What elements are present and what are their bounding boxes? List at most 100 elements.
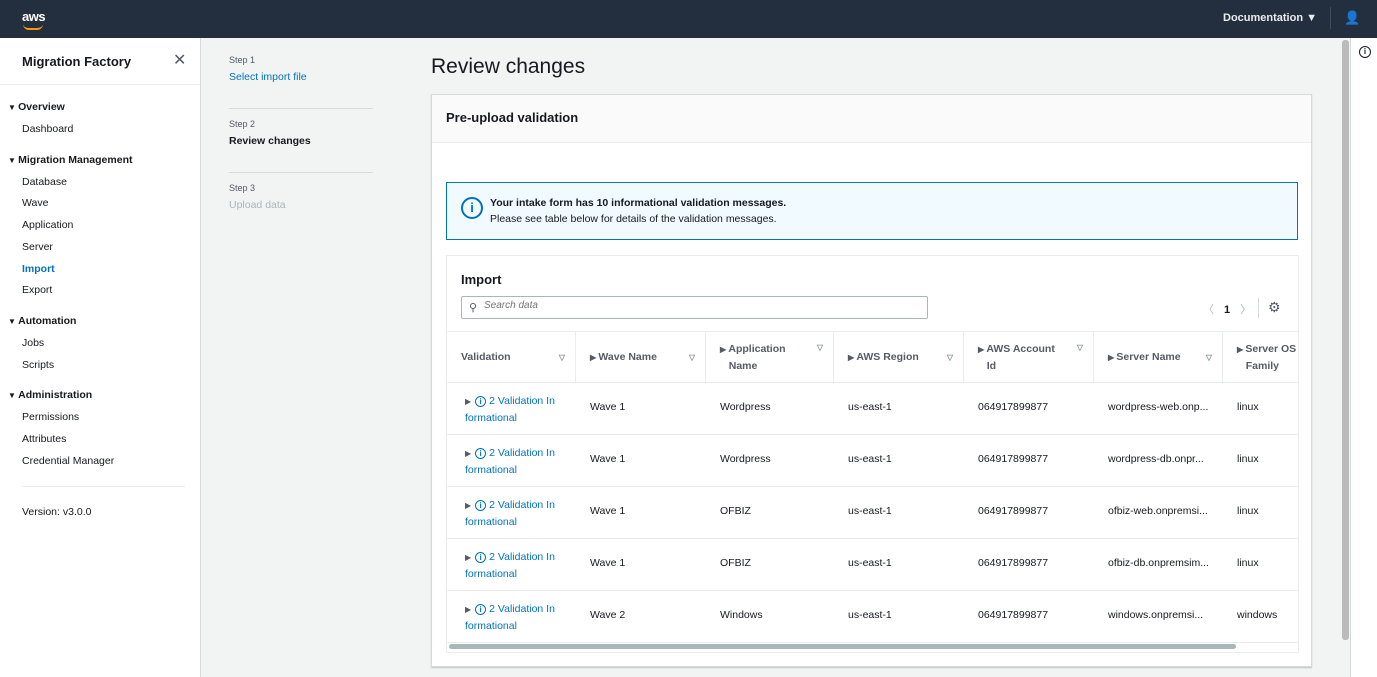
validation-link[interactable]: ▶ i 2 Validation In formational: [465, 393, 555, 426]
nav-section[interactable]: Automation: [8, 315, 76, 327]
expand-icon[interactable]: ▶: [465, 397, 472, 406]
step-label-disabled: Upload data: [229, 199, 286, 211]
sort-icon[interactable]: ▽: [1076, 343, 1083, 352]
next-page-icon[interactable]: 〉: [1240, 304, 1252, 316]
validation-link[interactable]: ▶ i 2 Validation In formational: [465, 445, 555, 478]
close-icon[interactable]: ✕: [173, 52, 187, 69]
nav-section[interactable]: Overview: [8, 101, 65, 113]
page-number[interactable]: 1: [1224, 304, 1231, 316]
nav-section[interactable]: Administration: [8, 389, 92, 401]
step-label-current: Review changes: [229, 135, 311, 147]
expand-icon[interactable]: ▶: [465, 449, 472, 458]
table-cell: linux: [1237, 505, 1259, 517]
sidebar-item-wave[interactable]: Wave: [22, 197, 49, 210]
column-header[interactable]: ▶ Server OS Family: [1223, 332, 1298, 382]
table-cell: ofbiz-web.onpremsi...: [1108, 505, 1208, 517]
validation-text[interactable]: 2 Validation In formational: [465, 499, 555, 528]
nav-section[interactable]: Migration Management: [8, 154, 132, 166]
user-icon[interactable]: 👤: [1344, 10, 1361, 25]
info-icon: i: [461, 197, 483, 219]
table-row: ▶ i 2 Validation In formational Wave 1 OFBIZ u…: [447, 487, 1298, 539]
horizontal-scrollbar[interactable]: [449, 644, 1236, 649]
table-cell: windows.onpremsi...: [1108, 609, 1204, 621]
sidebar: Migration Factory ✕ Overview Dashboard Mig…: [0, 38, 201, 677]
table-cell: Windows: [720, 609, 763, 621]
column-header[interactable]: ▶ Wave Name ▽: [576, 332, 706, 382]
step-number: Step 1: [229, 55, 256, 65]
validation-text[interactable]: 2 Validation In formational: [465, 395, 555, 424]
sort-icon[interactable]: ▽: [816, 343, 823, 352]
step-number: Step 2: [229, 119, 256, 129]
info-icon: i: [475, 604, 487, 615]
column-label: ▶ AWS Account Id: [978, 342, 1055, 372]
sidebar-item-database[interactable]: Database: [22, 175, 67, 188]
column-header[interactable]: ▶ Application Name ▽: [706, 332, 834, 382]
sort-icon[interactable]: ▽: [1205, 353, 1212, 362]
sidebar-item-scripts[interactable]: Scripts: [22, 358, 55, 371]
table-cell: us-east-1: [848, 453, 892, 465]
table-row: ▶ i 2 Validation In formational Wave 1 OFBIZ u…: [447, 539, 1298, 591]
prev-page-icon[interactable]: 〈: [1203, 304, 1214, 316]
pre-upload-validation-container: Pre-upload validation i Your intake form…: [431, 94, 1312, 667]
sidebar-item-permissions[interactable]: Permissions: [22, 411, 80, 424]
expand-icon[interactable]: ▶: [465, 605, 472, 614]
sidebar-item-import[interactable]: Import: [22, 262, 55, 275]
validation-link[interactable]: ▶ i 2 Validation In formational: [465, 601, 555, 634]
version: Version: v3.0.0: [22, 506, 92, 518]
column-header[interactable]: ▶ AWS Account Id ▽: [964, 332, 1094, 382]
alert-body: Please see table below for details of th…: [490, 213, 777, 225]
table-cell: us-east-1: [848, 557, 892, 569]
search-box[interactable]: ⚲: [461, 296, 928, 319]
table-cell: 064917899877: [978, 453, 1049, 465]
column-header[interactable]: Validation ▽: [447, 332, 576, 382]
validation-link[interactable]: ▶ i 2 Validation In formational: [465, 497, 555, 530]
column-header[interactable]: ▶ AWS Region ▽: [834, 332, 964, 382]
expand-icon[interactable]: ▶: [465, 501, 472, 510]
column-header[interactable]: ▶ Server Name ▽: [1094, 332, 1223, 382]
info-icon[interactable]: i: [1359, 46, 1371, 58]
alert-title: Your intake form has 10 informational va…: [490, 197, 787, 209]
expand-icon[interactable]: ▶: [465, 553, 472, 562]
table-title: Import: [461, 272, 502, 287]
divider: [0, 84, 200, 85]
column-label: ▶ Server OS Family: [1237, 342, 1297, 372]
sidebar-item-jobs[interactable]: Jobs: [22, 336, 45, 349]
validation-text[interactable]: 2 Validation In formational: [465, 603, 555, 632]
sidebar-item-application[interactable]: Application: [22, 219, 74, 232]
divider: [1258, 298, 1259, 318]
table-header: Validation ▽ ▶ Wave Name ▽ ▶ Application Nam…: [447, 331, 1298, 383]
search-icon: ⚲: [469, 302, 478, 314]
sort-icon[interactable]: ▽: [558, 353, 565, 362]
sidebar-item-export[interactable]: Export: [22, 284, 53, 297]
aws-logo[interactable]: aws: [22, 9, 46, 30]
table-cell: OFBIZ: [720, 557, 751, 569]
sidebar-item-attributes[interactable]: Attributes: [22, 433, 67, 445]
validation-text[interactable]: 2 Validation In formational: [465, 551, 555, 580]
validation-link[interactable]: ▶ i 2 Validation In formational: [465, 549, 555, 582]
info-alert: i Your intake form has 10 informational …: [446, 182, 1298, 240]
sidebar-item-dashboard[interactable]: Dashboard: [22, 123, 74, 135]
import-table: Import ⚲ 〈1〉 ⚙ Validation▽▶ Wave Name▽▶ …: [446, 255, 1299, 653]
table-cell: Wordpress: [720, 453, 771, 465]
step-number: Step 3: [229, 183, 256, 193]
documentation-menu[interactable]: Documentation ▼: [1223, 12, 1317, 24]
top-nav: aws Documentation ▼ 👤: [0, 0, 1377, 38]
wizard-steps: Step 1 Select import file Step 2 Review ch…: [229, 55, 373, 247]
search-input[interactable]: [484, 300, 884, 311]
column-label: ▶ Application Name: [720, 342, 786, 372]
table-row: ▶ i 2 Validation In formational Wave 1 Wordpr…: [447, 383, 1298, 435]
gear-icon[interactable]: ⚙: [1268, 299, 1281, 315]
validation-text[interactable]: 2 Validation In formational: [465, 447, 555, 476]
step-2: Step 2 Review changes: [229, 119, 373, 173]
pagination: 〈 1 〉: [1203, 301, 1261, 317]
sidebar-item-server[interactable]: Server: [22, 240, 53, 253]
sort-icon[interactable]: ▽: [946, 353, 953, 362]
sort-icon[interactable]: ▽: [688, 353, 695, 362]
table-cell: Wave 1: [590, 505, 626, 517]
step-link-select-import-file[interactable]: Select import file: [229, 71, 307, 83]
vertical-scrollbar[interactable]: [1342, 40, 1349, 640]
sidebar-item-credential-manager[interactable]: Credential Manager: [22, 454, 115, 467]
table-cell: OFBIZ: [720, 505, 751, 517]
help-panel: i: [1350, 38, 1377, 677]
table-cell: us-east-1: [848, 401, 892, 413]
